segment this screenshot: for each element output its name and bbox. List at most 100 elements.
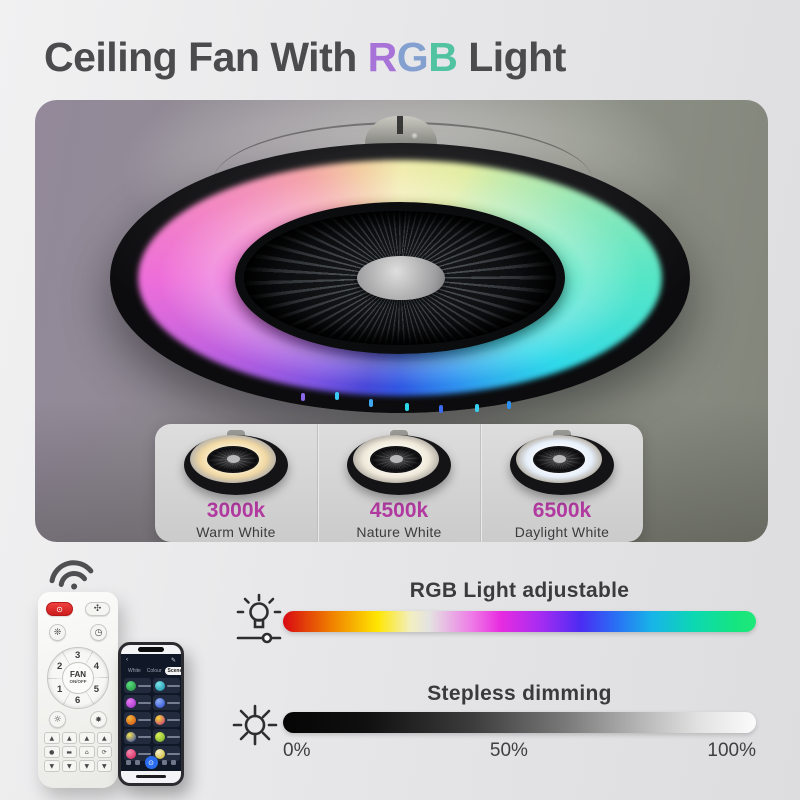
phone-status-strip: [121, 645, 181, 654]
app-topbar: ‹ ✎: [124, 657, 178, 664]
app-screen: ‹ ✎ White Colour Scene ⊙: [121, 654, 181, 771]
scene-tile: [124, 746, 151, 761]
phone-notch: [138, 647, 164, 652]
mini-fan-hub: [227, 455, 240, 463]
nav-mic-icon: [161, 760, 167, 765]
nav-lamp-icon: [126, 760, 131, 765]
tab-white: White: [128, 668, 141, 674]
scene-label: [138, 735, 151, 738]
remote-rgb-button: ✸: [90, 711, 107, 728]
remote-adjust-cluster: ▲ ● ▼ ▲ ▬ ▼ ▲ ⌂ ▼ ▲ ⟳ ▼: [44, 732, 112, 772]
mini-fan-daylight: [507, 430, 617, 498]
cct-panel-4500k: 4500k Nature White: [317, 424, 480, 542]
scene-label: [138, 701, 151, 704]
scene-tile: [124, 695, 151, 710]
cct-temp-label: Nature White: [356, 524, 442, 540]
scene-color-dot: [126, 714, 136, 725]
rgb-letter-g: G: [396, 34, 429, 80]
dimming-gradient-bar: [283, 712, 756, 733]
rgb-lamp-icon: ✸: [95, 715, 102, 724]
adjust-column: ▲ ▬ ▼: [61, 732, 77, 772]
cct-temp-value: 4500k: [369, 499, 429, 522]
mini-fan-mount: [227, 430, 245, 436]
scene-tile: [153, 746, 180, 761]
mini-fan-nature: [344, 430, 454, 498]
scene-color-dot: [126, 697, 136, 708]
wifi-icon: [49, 560, 94, 590]
scene-color-dot: [126, 731, 136, 742]
mini-fan-mount: [390, 430, 408, 436]
cct-temp-value: 3000k: [206, 499, 266, 522]
up-button: ▲: [44, 732, 60, 744]
cct-panel-6500k: 6500k Daylight White: [480, 424, 643, 542]
scene-tile: [124, 712, 151, 727]
down-button: ▼: [96, 760, 112, 772]
dial-number: 4: [93, 661, 99, 672]
down-button: ▼: [61, 760, 77, 772]
dial-number: 5: [93, 684, 99, 695]
app-bottom-nav: ⊙: [124, 756, 178, 769]
adjust-column: ▲ ● ▼: [44, 732, 60, 772]
remote-fan-button: ✣: [85, 602, 110, 616]
scale-0: 0%: [283, 740, 311, 761]
bulb-slider-icon: [236, 593, 282, 644]
mini-fan-hub: [553, 455, 566, 463]
up-button: ▲: [61, 732, 77, 744]
edit-icon: ✎: [170, 658, 176, 664]
main-product-photo: 3000k Warm White 4500k Nature White 65: [35, 100, 768, 542]
up-button: ▲: [96, 732, 112, 744]
scale-100: 100%: [707, 740, 756, 761]
tent-button: ⌂: [79, 746, 95, 758]
smartphone: ‹ ✎ White Colour Scene ⊙: [118, 642, 184, 786]
rgb-letter-r: R: [367, 34, 398, 80]
scene-label: [138, 684, 151, 687]
dimming-scale: 0% 50% 100%: [283, 740, 756, 762]
rgb-gradient-bar: [283, 611, 756, 632]
cct-button: ▬: [61, 746, 77, 758]
dot-button: ●: [44, 746, 60, 758]
dial-center-sublabel: ON/OFF: [69, 679, 87, 684]
dial-number: 6: [75, 695, 81, 706]
adjust-column: ▲ ⌂ ▼: [79, 732, 95, 772]
phone-home-strip: [121, 771, 181, 783]
scene-color-dot: [155, 748, 165, 759]
scene-color-dot: [155, 680, 165, 691]
brightness-sun-icon: [232, 704, 278, 746]
remote-timer-button: ◷: [90, 624, 107, 641]
color-temperature-strip: 3000k Warm White 4500k Nature White 65: [155, 424, 643, 542]
app-tabs: White Colour Scene: [125, 667, 181, 675]
up-button: ▲: [79, 732, 95, 744]
cct-temp-label: Warm White: [196, 524, 276, 540]
down-button: ▼: [44, 760, 60, 772]
scene-tile: [153, 695, 180, 710]
fan-blades-icon: ✣: [93, 604, 102, 614]
remote-breeze-button: ❊: [49, 624, 66, 641]
title-prefix: Ceiling Fan With: [44, 34, 368, 80]
dial-number: 2: [57, 661, 63, 672]
scene-label: [167, 752, 180, 755]
mount-screw: [411, 132, 418, 139]
fan-onoff-button: FAN ON/OFF: [62, 662, 94, 694]
home-indicator: [136, 775, 166, 778]
page-title: Ceiling Fan With RGB Light: [44, 34, 566, 81]
rgb-feature-title: RGB Light adjustable: [409, 579, 630, 602]
scene-color-dot: [155, 714, 165, 725]
dial-center-label: FAN: [70, 670, 86, 679]
scene-color-dot: [155, 731, 165, 742]
fan-speed-dial: FAN ON/OFF 3 4 5 6 1 2: [47, 647, 109, 709]
led-glints: [335, 392, 339, 400]
mini-fan-mount: [553, 430, 571, 436]
nav-devices-icon: [135, 760, 141, 765]
cct-temp-value: 6500k: [532, 499, 592, 522]
scene-color-dot: [126, 748, 136, 759]
scene-tile: [153, 729, 180, 744]
back-icon: ‹: [126, 657, 128, 663]
scene-tile: [124, 678, 151, 693]
tab-scene: Scene: [164, 667, 181, 675]
scene-label: [138, 718, 151, 721]
remote-light-button: ☼: [49, 711, 66, 728]
mini-fan-hub: [390, 455, 403, 463]
scene-color-dot: [126, 680, 136, 691]
dial-number: 1: [57, 684, 63, 695]
